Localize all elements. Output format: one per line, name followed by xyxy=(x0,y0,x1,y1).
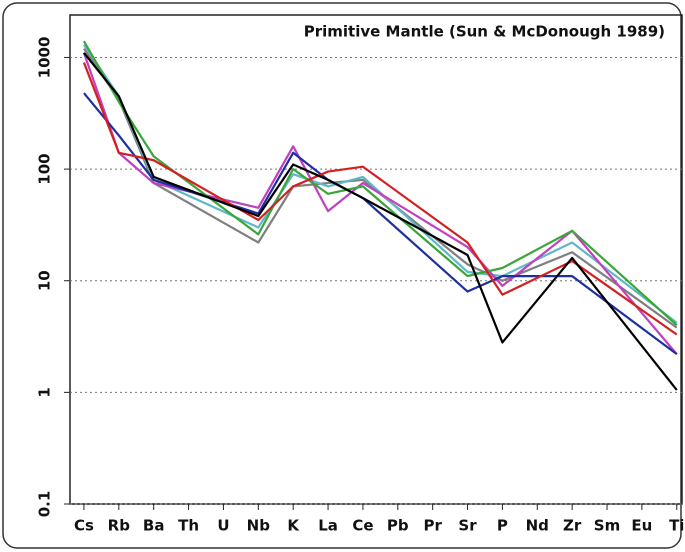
x-tick-label: Ce xyxy=(352,517,373,535)
y-tick-label: 10 xyxy=(36,270,54,291)
x-tick-label: Ba xyxy=(143,517,165,535)
series-line xyxy=(82,40,678,326)
chart-title: Primitive Mantle (Sun & McDonough 1989) xyxy=(304,23,665,41)
series-line xyxy=(83,47,678,329)
y-tick-label: 0.1 xyxy=(36,491,54,518)
x-tick-label: K xyxy=(287,517,300,535)
x-tick-label: Eu xyxy=(631,517,652,535)
x-tick-label: Th xyxy=(178,517,199,535)
x-tick-label: Nd xyxy=(526,517,549,535)
x-tick-label: Cs xyxy=(74,517,94,535)
x-tick-label: Zr xyxy=(563,517,582,535)
plot-border xyxy=(69,14,683,505)
y-tick-label: 1 xyxy=(36,387,54,397)
x-tick-label: Sm xyxy=(594,517,620,535)
x-tick-label: U xyxy=(217,517,229,535)
x-tick-label: Rb xyxy=(108,517,131,535)
series-line xyxy=(82,62,678,336)
x-tick-label: Pb xyxy=(387,517,409,535)
x-tick-label: P xyxy=(497,517,508,535)
x-tick-label: La xyxy=(318,517,338,535)
y-tick-label: 1000 xyxy=(36,37,54,79)
series-line xyxy=(82,52,678,355)
x-tick-label: Pr xyxy=(423,517,442,535)
x-tick-label: Nb xyxy=(247,517,271,535)
x-tick-label: Ti xyxy=(669,517,684,535)
series-line xyxy=(83,92,678,356)
y-tick-label: 100 xyxy=(36,153,54,184)
series-line xyxy=(83,52,678,391)
x-tick-label: Sr xyxy=(458,517,477,535)
